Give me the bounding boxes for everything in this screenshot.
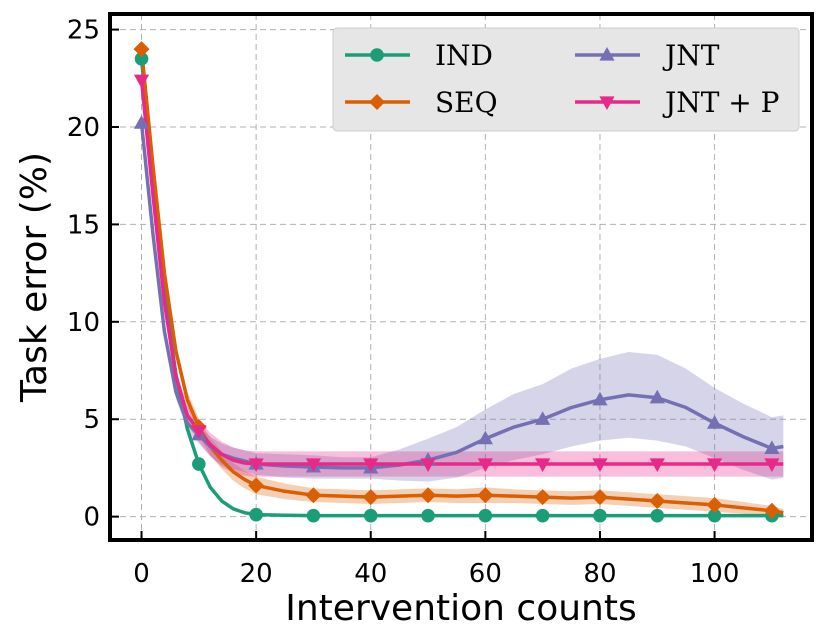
point-seq bbox=[706, 496, 723, 513]
point-jnt bbox=[764, 440, 780, 455]
point-ind bbox=[134, 52, 149, 66]
point-jnt-p bbox=[305, 458, 322, 473]
y-tick-label: 25 bbox=[67, 16, 100, 46]
point-jnt bbox=[133, 115, 150, 129]
point-ind bbox=[478, 508, 493, 523]
point-jnt bbox=[592, 391, 608, 406]
point-seq bbox=[763, 502, 780, 519]
point-jnt-p bbox=[477, 458, 493, 473]
point-jnt bbox=[649, 389, 665, 404]
y-tick-label: 15 bbox=[67, 210, 100, 240]
point-seq bbox=[477, 487, 494, 504]
point-ind bbox=[249, 507, 263, 522]
point-seq bbox=[649, 493, 666, 510]
point-ind bbox=[707, 508, 722, 523]
x-tick-label: 20 bbox=[240, 559, 273, 589]
legend-marker-seq bbox=[369, 94, 385, 110]
point-seq bbox=[133, 41, 150, 58]
point-ind bbox=[363, 508, 378, 523]
point-jnt-p bbox=[420, 458, 436, 473]
legend-marker-jnt-p bbox=[599, 96, 615, 110]
y-tick-label: 10 bbox=[67, 308, 100, 338]
legend-marker-ind bbox=[370, 48, 384, 62]
point-seq bbox=[248, 477, 265, 494]
point-jnt-p bbox=[133, 74, 150, 89]
point-jnt-p bbox=[248, 458, 264, 473]
legend-marker-jnt bbox=[599, 47, 615, 61]
point-seq bbox=[534, 489, 551, 506]
x-tick-label: 40 bbox=[354, 559, 387, 589]
x-tick-label: 100 bbox=[690, 559, 740, 589]
legend-label-jnt: JNT bbox=[662, 39, 720, 72]
point-jnt bbox=[477, 430, 493, 445]
point-ind bbox=[421, 508, 435, 523]
x-tick-label: 60 bbox=[469, 559, 502, 589]
y-tick-label: 20 bbox=[67, 113, 100, 143]
point-ind bbox=[306, 508, 321, 523]
point-jnt bbox=[535, 411, 551, 425]
point-jnt bbox=[706, 415, 723, 429]
y-tick-label: 0 bbox=[83, 503, 100, 533]
legend: IND SEQ JNT JNT + P bbox=[332, 27, 800, 132]
point-jnt-p bbox=[706, 458, 723, 473]
legend-box bbox=[332, 27, 800, 132]
point-jnt-p bbox=[191, 425, 207, 439]
point-jnt-p bbox=[649, 458, 665, 473]
point-seq bbox=[591, 489, 608, 506]
series-markers bbox=[133, 41, 780, 523]
y-axis-label: Task error (%) bbox=[14, 152, 55, 403]
point-ind bbox=[192, 457, 206, 471]
point-jnt-p bbox=[592, 458, 608, 473]
point-ind bbox=[650, 508, 665, 523]
legend-label-seq: SEQ bbox=[435, 86, 498, 119]
legend-label-ind: IND bbox=[435, 39, 493, 72]
point-seq bbox=[305, 487, 322, 504]
plot-frame bbox=[108, 12, 814, 542]
point-seq bbox=[420, 487, 437, 504]
point-jnt-p bbox=[363, 458, 379, 473]
x-tick-label: 80 bbox=[583, 559, 616, 589]
legend-label-jnt-p: JNT + P bbox=[662, 86, 780, 119]
point-jnt-p bbox=[764, 458, 780, 473]
line-jnt-p bbox=[139, 80, 784, 466]
point-ind bbox=[593, 508, 607, 523]
y-tick-label: 5 bbox=[83, 405, 100, 435]
band-jnt bbox=[141, 119, 784, 482]
x-tick-label: 0 bbox=[133, 559, 150, 589]
point-ind bbox=[535, 508, 550, 523]
point-jnt-p bbox=[535, 458, 551, 473]
axis-ticks: 0 20 40 60 80 100 0 5 10 15 20 25 bbox=[67, 16, 739, 589]
point-seq bbox=[362, 489, 379, 506]
x-axis-label: Intervention counts bbox=[285, 588, 637, 629]
